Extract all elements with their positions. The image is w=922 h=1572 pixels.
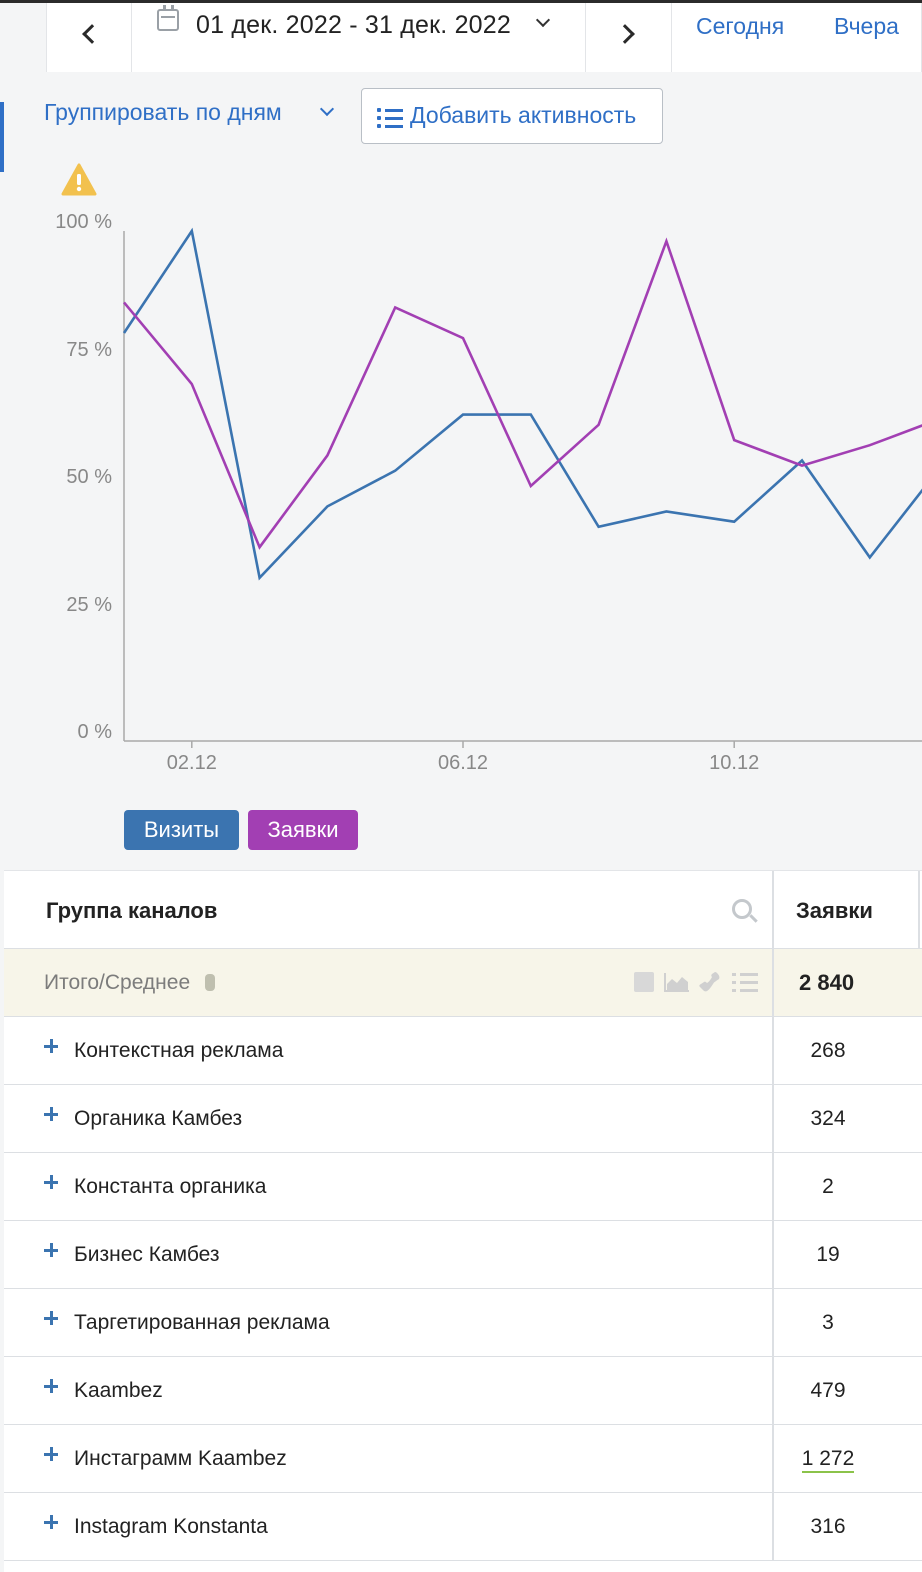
quick-range-yesterday-link[interactable]: Вчера bbox=[834, 13, 899, 39]
leads-value-text: 316 bbox=[810, 1515, 846, 1538]
x-tick-label: 02.12 bbox=[166, 752, 217, 774]
expand-plus-icon[interactable] bbox=[44, 1039, 58, 1053]
chart-plot-area bbox=[122, 227, 922, 748]
leads-value: 2 bbox=[776, 1175, 880, 1199]
add-activity-button[interactable]: Добавить активность bbox=[361, 88, 663, 144]
total-label: Итого/Среднее bbox=[44, 971, 191, 994]
column-header-leads[interactable]: Заявки bbox=[796, 898, 873, 923]
series-line-visits[interactable] bbox=[122, 227, 922, 581]
square-view-icon[interactable] bbox=[634, 972, 654, 992]
leads-value-text: 324 bbox=[810, 1107, 846, 1130]
next-period-button[interactable] bbox=[586, 3, 672, 72]
line-chart: 100 % 75 % 50 % 25 % 0 % 02.12 06.12 10.12 bbox=[0, 200, 922, 800]
date-navigation-bar: 01 дек. 2022 - 31 дек. 2022 Сегодня Вчер… bbox=[0, 0, 922, 72]
table-row[interactable]: Контекстная реклама 268 bbox=[4, 1017, 922, 1085]
chevron-left-icon bbox=[82, 24, 102, 44]
list-view-icon[interactable] bbox=[732, 972, 758, 992]
expand-plus-icon[interactable] bbox=[44, 1107, 58, 1121]
column-header-channel-group[interactable]: Группа каналов bbox=[46, 898, 218, 923]
table-row[interactable]: Instagram Konstanta 316 bbox=[4, 1493, 922, 1561]
expand-plus-icon[interactable] bbox=[44, 1447, 58, 1461]
leads-value: 19 bbox=[776, 1243, 880, 1267]
leads-value-text: 3 bbox=[822, 1311, 834, 1334]
channel-group-name: Контекстная реклама bbox=[74, 1039, 284, 1062]
channel-group-name: Instagram Konstanta bbox=[74, 1515, 268, 1538]
table-header-row: Группа каналов Заявки bbox=[4, 871, 922, 949]
expand-plus-icon[interactable] bbox=[44, 1515, 58, 1529]
table-row[interactable]: Инстаграмм Kaambez 1 272 bbox=[4, 1425, 922, 1493]
leads-value-text: 2 bbox=[822, 1175, 834, 1198]
leads-value-text: 268 bbox=[810, 1039, 846, 1062]
leads-value: 324 bbox=[776, 1107, 880, 1131]
list-icon bbox=[377, 108, 403, 128]
leads-value-text: 19 bbox=[816, 1243, 840, 1266]
table-row[interactable]: Органика Камбез 324 bbox=[4, 1085, 922, 1153]
date-range-label: 01 дек. 2022 - 31 дек. 2022 bbox=[196, 11, 511, 39]
info-pill-icon[interactable] bbox=[205, 974, 215, 991]
x-tick-label: 10.12 bbox=[709, 752, 760, 774]
chevron-down-icon bbox=[535, 12, 551, 28]
table-row[interactable]: Kaambez 479 bbox=[4, 1357, 922, 1425]
channel-group-name: Бизнес Камбез bbox=[74, 1243, 220, 1266]
add-activity-label: Добавить активность bbox=[410, 102, 637, 128]
chevron-down-icon bbox=[319, 101, 335, 117]
top-edge-divider bbox=[0, 0, 922, 3]
x-tick-label: 06.12 bbox=[437, 752, 489, 774]
leads-value-text: 1 272 bbox=[801, 1447, 855, 1473]
expand-plus-icon[interactable] bbox=[44, 1175, 58, 1189]
channels-table: Группа каналов Заявки Итого/Среднее 2 84… bbox=[4, 870, 922, 1572]
leads-value-text: 479 bbox=[810, 1379, 846, 1402]
y-tick-label: 0 % bbox=[77, 721, 112, 743]
y-tick-label: 100 % bbox=[55, 211, 112, 233]
y-tick-label: 75 % bbox=[66, 338, 112, 361]
legend-toggle-visits[interactable]: Визиты bbox=[124, 810, 239, 850]
series-line-leads[interactable] bbox=[123, 237, 922, 550]
channel-group-name: Kaambez bbox=[74, 1379, 163, 1402]
quick-range-today-link[interactable]: Сегодня bbox=[696, 13, 785, 39]
sidebar-active-accent bbox=[0, 102, 4, 172]
table-total-row: Итого/Среднее 2 840 bbox=[4, 949, 922, 1017]
channel-group-name: Константа органика bbox=[74, 1175, 267, 1198]
table-row[interactable]: Таргетированная реклама 3 bbox=[4, 1289, 922, 1357]
group-by-dropdown[interactable]: Группировать по дням bbox=[44, 99, 282, 125]
leads-value: 268 bbox=[776, 1039, 880, 1063]
chevron-right-icon bbox=[615, 24, 635, 44]
phone-icon[interactable] bbox=[698, 972, 722, 994]
expand-plus-icon[interactable] bbox=[44, 1243, 58, 1257]
leads-value: 316 bbox=[776, 1515, 880, 1539]
channel-group-name: Органика Камбез bbox=[74, 1107, 243, 1130]
expand-plus-icon[interactable] bbox=[44, 1311, 58, 1325]
expand-plus-icon[interactable] bbox=[44, 1379, 58, 1393]
calendar-icon bbox=[157, 5, 179, 31]
search-icon[interactable] bbox=[732, 899, 752, 919]
leads-value: 479 bbox=[776, 1379, 880, 1403]
warning-icon[interactable] bbox=[61, 163, 97, 197]
y-tick-label: 25 % bbox=[66, 593, 112, 616]
leads-value[interactable]: 1 272 bbox=[776, 1447, 880, 1473]
prev-period-button[interactable] bbox=[46, 3, 132, 72]
date-range-picker[interactable]: 01 дек. 2022 - 31 дек. 2022 bbox=[132, 3, 586, 72]
quick-range-links: Сегодня Вчера bbox=[672, 3, 922, 72]
channel-group-name: Инстаграмм Kaambez bbox=[74, 1447, 287, 1470]
total-leads-value: 2 840 bbox=[799, 970, 855, 995]
leads-value: 3 bbox=[776, 1311, 880, 1335]
table-row[interactable]: Бизнес Камбез 19 bbox=[4, 1221, 922, 1289]
table-row[interactable]: Константа органика 2 bbox=[4, 1153, 922, 1221]
y-tick-label: 50 % bbox=[66, 466, 112, 488]
legend-toggle-leads[interactable]: Заявки bbox=[248, 810, 358, 850]
area-chart-icon[interactable] bbox=[664, 972, 690, 992]
channel-group-name: Таргетированная реклама bbox=[74, 1311, 330, 1334]
